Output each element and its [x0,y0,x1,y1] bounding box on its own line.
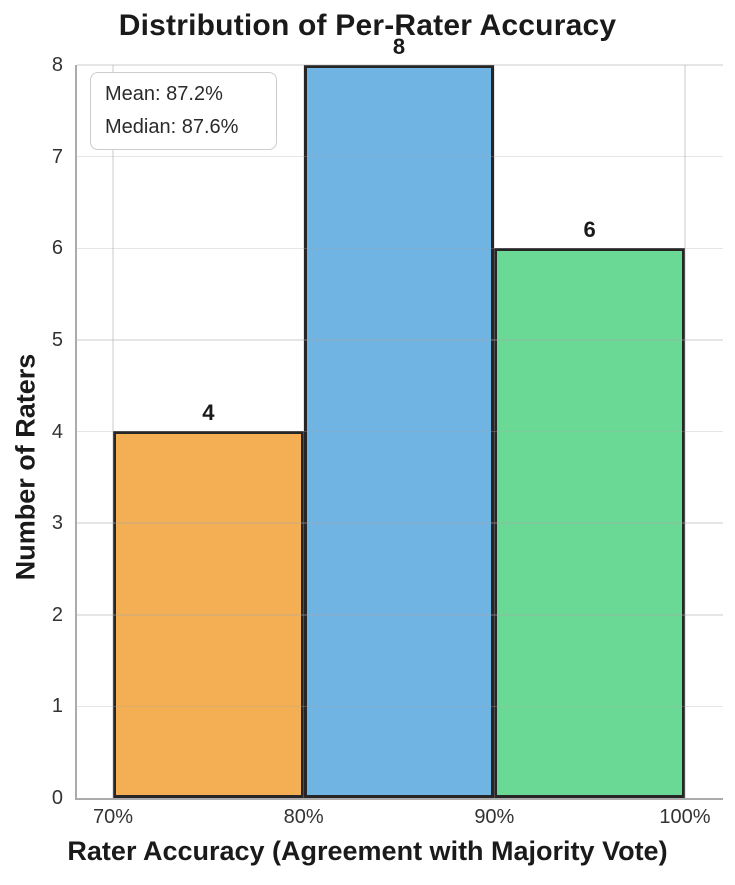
bar-value-label-6: 6 [583,217,596,242]
median-annotation: Median: 87.6% [105,116,239,138]
stats-annotation-box: Mean: 87.2% Median: 87.6% [90,72,277,150]
x-axis-label: Rater Accuracy (Agreement with Majority … [67,836,668,866]
x-tick-label-100%: 100% [659,806,711,828]
x-tick-label-70%: 70% [92,806,134,828]
y-axis-spine [75,65,77,800]
x-tick-label-80%: 80% [283,806,324,828]
y-tick-label-1: 1 [51,695,63,718]
x-tick-label-90%: 90% [474,806,515,828]
y-tick-label-5: 5 [51,328,63,351]
y-tick-label-7: 7 [51,145,63,168]
bar-70%-80% [113,431,304,798]
bar-value-label-4: 4 [202,400,215,425]
x-axis-spine [75,798,723,800]
y-tick-label-0: 0 [51,787,63,809]
bar-value-label-8: 8 [392,34,406,59]
plot-area: Mean: 87.2% Median: 87.6% [75,64,723,800]
y-tick-label-2: 2 [51,603,63,626]
bars-layer [77,65,723,798]
bar-80%-90% [303,65,495,798]
y-tick-label-8: 8 [51,54,63,76]
chart-title: Distribution of Per-Rater Accuracy [118,9,617,42]
bar-90%-100% [494,248,685,798]
mean-annotation: Mean: 87.2% [105,83,223,105]
y-tick-label-6: 6 [51,237,63,260]
y-tick-label-3: 3 [51,512,63,535]
y-axis-label: Number of Raters [10,353,41,581]
y-tick-label-4: 4 [51,420,63,443]
